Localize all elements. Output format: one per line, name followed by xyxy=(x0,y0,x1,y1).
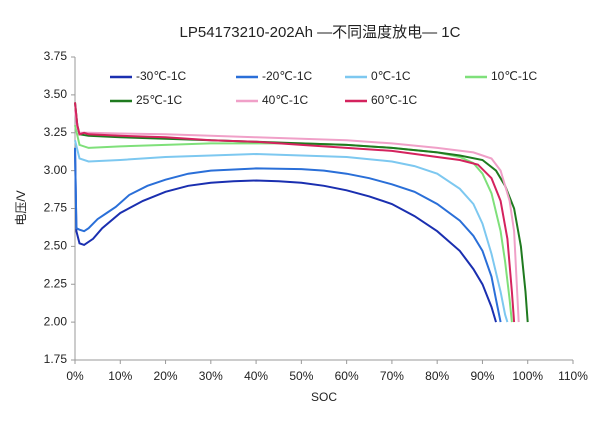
y-tick-label: 2.50 xyxy=(44,239,68,253)
legend-label: 10℃-1C xyxy=(491,69,537,83)
x-axis-label: SOC xyxy=(311,390,337,404)
y-tick-label: 2.75 xyxy=(44,201,68,215)
x-tick-label: 0% xyxy=(66,369,84,383)
x-tick-label: 90% xyxy=(470,369,494,383)
legend-label: -30℃-1C xyxy=(136,69,186,83)
x-tick-label: 50% xyxy=(289,369,313,383)
y-axis-label: 电压/V xyxy=(14,190,28,225)
y-tick-label: 2.00 xyxy=(44,314,68,328)
x-tick-label: 70% xyxy=(380,369,404,383)
series-line xyxy=(74,147,502,323)
y-tick-label: 2.25 xyxy=(44,276,68,290)
y-tick-label: 1.75 xyxy=(44,352,68,366)
x-tick-label: 40% xyxy=(244,369,268,383)
x-tick-label: 10% xyxy=(108,369,132,383)
legend-label: 25℃-1C xyxy=(136,93,182,107)
x-tick-label: 30% xyxy=(199,369,223,383)
x-tick-label: 60% xyxy=(335,369,359,383)
y-tick-label: 3.00 xyxy=(44,163,68,177)
x-tick-label: 80% xyxy=(425,369,449,383)
x-tick-label: 100% xyxy=(512,369,543,383)
legend-label: -20℃-1C xyxy=(262,69,312,83)
x-tick-label: 20% xyxy=(154,369,178,383)
legend-label: 60℃-1C xyxy=(371,93,417,107)
series-line xyxy=(74,109,520,323)
series-line xyxy=(74,102,516,323)
y-tick-label: 3.50 xyxy=(44,87,68,101)
legend-label: 40℃-1C xyxy=(262,93,308,107)
series-line xyxy=(74,147,497,323)
series-line xyxy=(74,102,529,323)
y-tick-label: 3.75 xyxy=(44,49,68,63)
series-line xyxy=(74,140,509,323)
legend-label: 0℃-1C xyxy=(371,69,411,83)
chart-title: LP54173210-202Ah —不同温度放电— 1C xyxy=(180,24,461,41)
y-tick-label: 3.25 xyxy=(44,125,68,139)
x-tick-label: 110% xyxy=(558,369,588,383)
